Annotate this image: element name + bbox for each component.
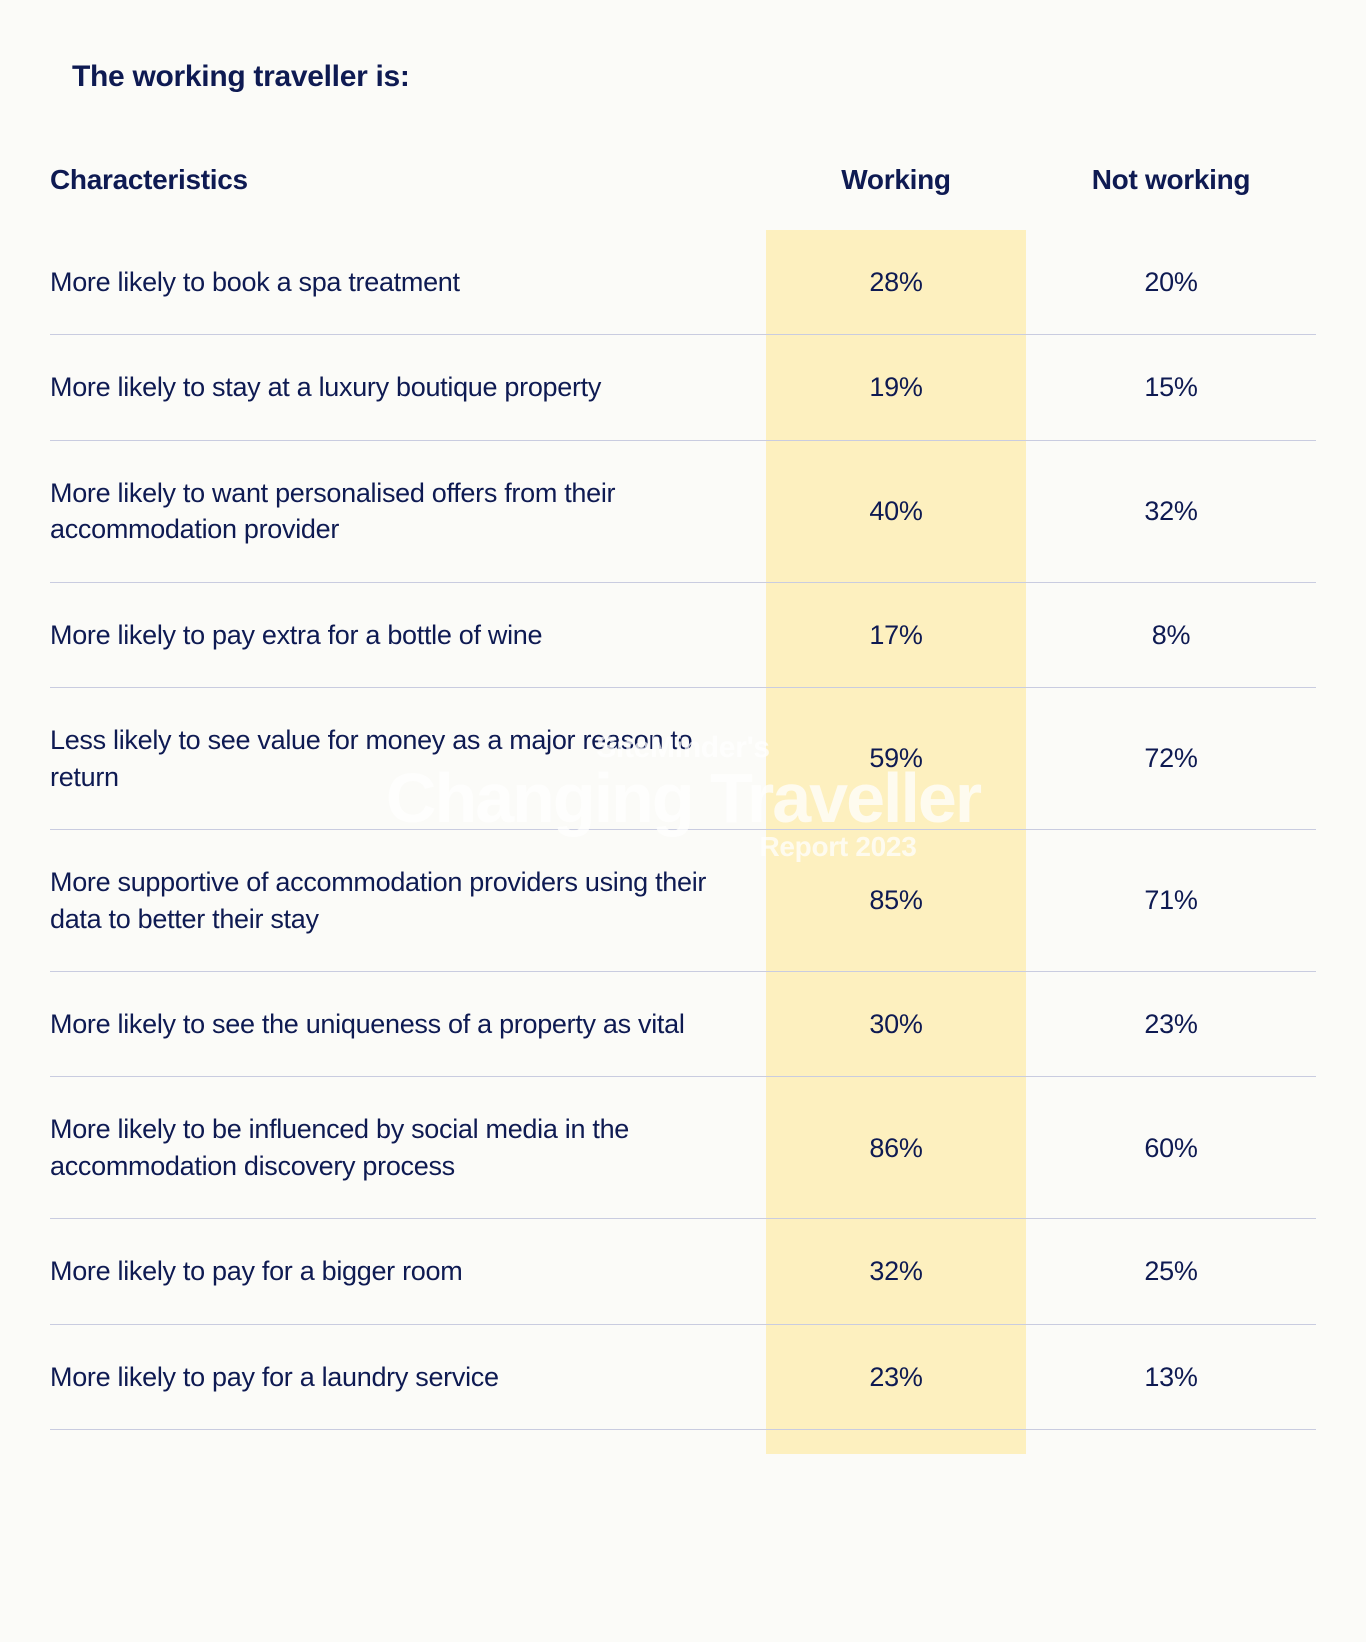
not-working-cell: 20%	[1026, 230, 1316, 335]
working-cell: 86%	[766, 1077, 1026, 1219]
table-row: More likely to see the uniqueness of a p…	[50, 971, 1316, 1076]
working-cell: 19%	[766, 335, 1026, 440]
col-header-not-working: Not working	[1026, 164, 1316, 230]
characteristic-cell: Less likely to see value for money as a …	[50, 688, 766, 830]
characteristic-cell: More likely to see the uniqueness of a p…	[50, 971, 766, 1076]
working-cell: 85%	[766, 830, 1026, 972]
characteristic-cell: More likely to want personalised offers …	[50, 440, 766, 582]
not-working-cell: 13%	[1026, 1324, 1316, 1429]
not-working-cell: 60%	[1026, 1077, 1316, 1219]
not-working-cell: 25%	[1026, 1219, 1316, 1324]
characteristic-cell: More likely to pay extra for a bottle of…	[50, 582, 766, 687]
working-cell: 23%	[766, 1324, 1026, 1429]
table-row: More likely to pay extra for a bottle of…	[50, 582, 1316, 687]
table-row: More likely to pay for a bigger room 32%…	[50, 1219, 1316, 1324]
not-working-cell: 8%	[1026, 582, 1316, 687]
not-working-cell: 71%	[1026, 830, 1316, 972]
not-working-cell: 15%	[1026, 335, 1316, 440]
table-row: More likely to stay at a luxury boutique…	[50, 335, 1316, 440]
table-row: More likely to book a spa treatment 28% …	[50, 230, 1316, 335]
table-container: Characteristics Working Not working More…	[50, 164, 1316, 1430]
working-cell: 40%	[766, 440, 1026, 582]
working-cell: 28%	[766, 230, 1026, 335]
characteristics-table: Characteristics Working Not working More…	[50, 164, 1316, 1430]
table-body: More likely to book a spa treatment 28% …	[50, 230, 1316, 1430]
characteristic-cell: More likely to pay for a bigger room	[50, 1219, 766, 1324]
col-header-characteristics: Characteristics	[50, 164, 766, 230]
table-row: More likely to pay for a laundry service…	[50, 1324, 1316, 1429]
working-cell: 32%	[766, 1219, 1026, 1324]
col-header-working: Working	[766, 164, 1026, 230]
characteristic-cell: More likely to be influenced by social m…	[50, 1077, 766, 1219]
working-cell: 59%	[766, 688, 1026, 830]
table-row: More likely to be influenced by social m…	[50, 1077, 1316, 1219]
characteristic-cell: More likely to stay at a luxury boutique…	[50, 335, 766, 440]
page-title: The working traveller is:	[72, 60, 1316, 94]
characteristic-cell: More likely to book a spa treatment	[50, 230, 766, 335]
working-cell: 17%	[766, 582, 1026, 687]
not-working-cell: 32%	[1026, 440, 1316, 582]
characteristic-cell: More supportive of accommodation provide…	[50, 830, 766, 972]
working-column-highlight-extension	[766, 1430, 1026, 1454]
table-row: Less likely to see value for money as a …	[50, 688, 1316, 830]
working-cell: 30%	[766, 971, 1026, 1076]
table-row: More supportive of accommodation provide…	[50, 830, 1316, 972]
not-working-cell: 72%	[1026, 688, 1316, 830]
not-working-cell: 23%	[1026, 971, 1316, 1076]
table-row: More likely to want personalised offers …	[50, 440, 1316, 582]
table-header-row: Characteristics Working Not working	[50, 164, 1316, 230]
characteristic-cell: More likely to pay for a laundry service	[50, 1324, 766, 1429]
